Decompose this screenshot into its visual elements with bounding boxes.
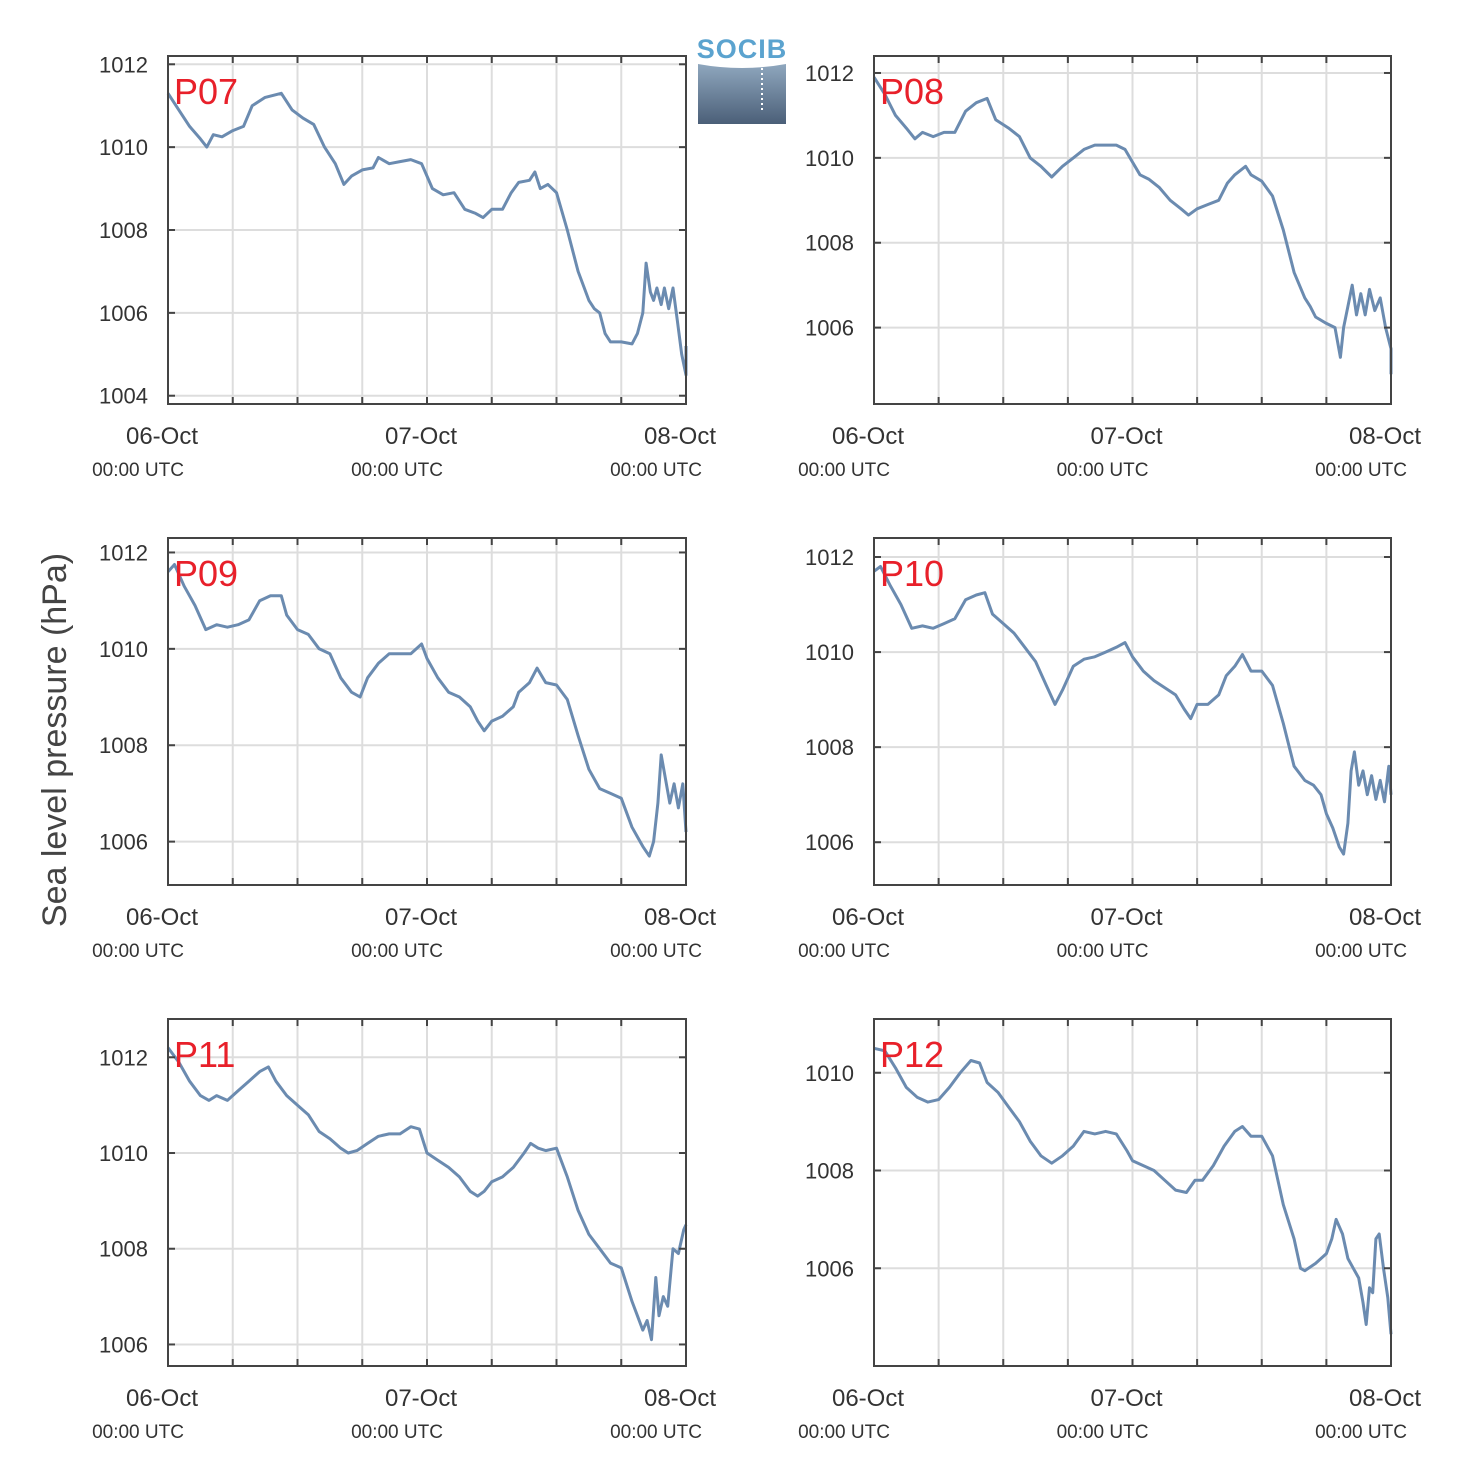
x-tick-label-date: 08-Oct [1349, 1385, 1421, 1412]
x-tick-label-date: 07-Oct [1090, 1385, 1162, 1412]
y-tick-label: 1006 [805, 1256, 854, 1281]
x-tick-label-time: 00:00 UTC [351, 460, 443, 481]
y-axis-label: Sea level pressure (hPa) [36, 553, 74, 927]
y-tick-label: 1012 [99, 52, 148, 77]
x-tick-label-time: 00:00 UTC [1315, 460, 1407, 481]
logo-text: SOCIB [697, 34, 788, 64]
series-line-p07 [166, 91, 688, 377]
y-tick-label: 1008 [805, 231, 854, 256]
x-tick-label-time: 00:00 UTC [92, 1422, 184, 1443]
y-tick-label: 1010 [99, 135, 148, 160]
y-tick-label: 1006 [99, 1332, 148, 1357]
x-tick-label-time: 00:00 UTC [92, 460, 184, 481]
y-tick-label: 1008 [99, 1237, 148, 1262]
x-tick-label-date: 06-Oct [832, 423, 904, 450]
panel-label-p09: P09 [174, 553, 238, 594]
x-tick-label-date: 07-Oct [385, 1385, 457, 1412]
x-tick-label-date: 07-Oct [1090, 423, 1162, 450]
y-tick-label: 1006 [805, 316, 854, 341]
panel-label-p08: P08 [880, 71, 944, 112]
x-tick-label-time: 00:00 UTC [1315, 941, 1407, 962]
y-tick-label: 1010 [805, 640, 854, 665]
series-line-p12 [873, 1046, 1393, 1335]
x-tick-label-date: 06-Oct [832, 1385, 904, 1412]
series-line-p08 [872, 76, 1393, 375]
chart-panel-p12: 1006 1008 1010 06-Oct 00:00 UTC 07-Oct 00:00 U… [798, 1018, 1421, 1443]
x-tick-label-date: 08-Oct [644, 423, 716, 450]
y-tick-label: 1006 [99, 830, 148, 855]
series-line-p10 [873, 565, 1393, 856]
x-tick-label-time: 00:00 UTC [351, 1422, 443, 1443]
y-tick-label: 1010 [99, 1141, 148, 1166]
x-tick-label-time: 00:00 UTC [1057, 460, 1149, 481]
y-tick-label: 1012 [99, 1045, 148, 1070]
y-tick-label: 1008 [99, 218, 148, 243]
y-tick-label: 1010 [99, 637, 148, 662]
chart-panel-p09: 1006 1008 1010 1012 06-Oct 00:00 UTC 07-Oct 00:… [92, 537, 716, 962]
y-tick-label: 1008 [99, 733, 148, 758]
x-tick-label-time: 00:00 UTC [610, 460, 702, 481]
x-tick-label-time: 00:00 UTC [92, 941, 184, 962]
chart-panel-p10: 1006 1008 1010 1012 06-Oct 00:00 UTC 07-Oct 00:… [798, 537, 1421, 962]
x-tick-label-date: 07-Oct [385, 423, 457, 450]
x-tick-label-date: 07-Oct [1090, 904, 1162, 931]
panel-label-p10: P10 [880, 553, 944, 594]
x-tick-label-time: 00:00 UTC [610, 941, 702, 962]
x-tick-label-time: 00:00 UTC [798, 1422, 890, 1443]
y-tick-label: 1008 [805, 1159, 854, 1184]
x-tick-label-time: 00:00 UTC [351, 941, 443, 962]
y-tick-label: 1010 [805, 1061, 854, 1086]
panel-label-p07: P07 [174, 71, 238, 112]
x-tick-label-time: 00:00 UTC [798, 941, 890, 962]
chart-panel-p11: 1006 1008 1010 1012 06-Oct 00:00 UTC 07-Oct 00:… [92, 1018, 716, 1443]
y-tick-label: 1006 [99, 301, 148, 326]
x-tick-label-date: 08-Oct [644, 904, 716, 931]
y-tick-label: 1012 [805, 61, 854, 86]
x-tick-label-date: 08-Oct [644, 1385, 716, 1412]
chart-panel-p08: 1006 1008 1010 1012 06-Oct 00:00 UTC 07-Oct 00:… [798, 55, 1421, 481]
x-tick-label-time: 00:00 UTC [1315, 1422, 1407, 1443]
x-tick-label-date: 06-Oct [126, 1385, 198, 1412]
x-tick-label-date: 08-Oct [1349, 423, 1421, 450]
panel-label-p12: P12 [880, 1034, 944, 1075]
x-tick-label-date: 08-Oct [1349, 904, 1421, 931]
x-tick-label-time: 00:00 UTC [610, 1422, 702, 1443]
series-line-p09 [166, 563, 688, 858]
socib-logo: SOCIB [697, 34, 788, 124]
y-tick-label: 1006 [805, 830, 854, 855]
x-tick-label-date: 07-Oct [385, 904, 457, 931]
series-line-p11 [166, 1046, 688, 1342]
x-tick-label-date: 06-Oct [832, 904, 904, 931]
x-tick-label-date: 06-Oct [126, 423, 198, 450]
y-tick-label: 1008 [805, 735, 854, 760]
x-tick-label-time: 00:00 UTC [798, 460, 890, 481]
panel-label-p11: P11 [174, 1034, 235, 1075]
x-tick-label-time: 00:00 UTC [1057, 941, 1149, 962]
y-tick-label: 1012 [99, 540, 148, 565]
chart-panel-p07: 1004 1006 1008 1010 1012 06-Oct 00:00 UTC 07-Oc… [92, 52, 716, 481]
x-tick-label-date: 06-Oct [126, 904, 198, 931]
y-tick-label: 1012 [805, 545, 854, 570]
y-tick-label: 1004 [99, 384, 148, 409]
x-tick-label-time: 00:00 UTC [1057, 1422, 1149, 1443]
y-tick-label: 1010 [805, 146, 854, 171]
